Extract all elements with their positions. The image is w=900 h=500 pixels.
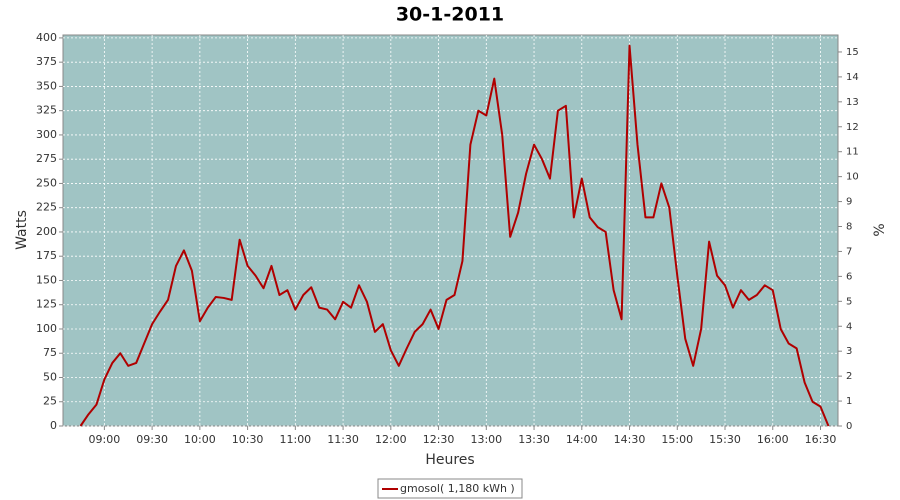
x-tick-label: 12:30 <box>423 433 455 446</box>
y-tick-label: 75 <box>43 346 57 359</box>
x-tick-label: 12:00 <box>375 433 407 446</box>
y-tick-label: 375 <box>36 55 57 68</box>
y-tick-label: 0 <box>50 419 57 432</box>
x-tick-label: 09:00 <box>89 433 121 446</box>
x-tick-label: 09:30 <box>136 433 168 446</box>
y-tick-label: 275 <box>36 152 57 165</box>
y2-tick-label: 12 <box>846 122 859 133</box>
y-tick-label: 225 <box>36 201 57 214</box>
legend-box <box>377 478 523 499</box>
x-tick-label: 14:30 <box>614 433 646 446</box>
x-tick-label: 11:00 <box>279 433 311 446</box>
y2-tick-label: 10 <box>846 172 859 183</box>
y-tick-label: 150 <box>36 273 57 286</box>
y2-tick-label: 4 <box>846 321 852 332</box>
y2-tick-label: 14 <box>846 72 859 83</box>
y2-tick-label: 8 <box>846 222 852 233</box>
x-tick-label: 16:30 <box>805 433 837 446</box>
y-tick-label: 175 <box>36 249 57 262</box>
y2-tick-label: 6 <box>846 271 852 282</box>
legend-label: gmosol( 1,180 kWh ) <box>400 482 515 495</box>
y2-tick-label: 9 <box>846 197 852 208</box>
y-tick-label: 25 <box>43 395 57 408</box>
chart-title: 30-1-2011 <box>396 4 504 26</box>
y2-tick-label: 5 <box>846 296 852 307</box>
x-axis-label: Heures <box>425 452 474 468</box>
y-tick-label: 100 <box>36 322 57 335</box>
x-tick-label: 10:00 <box>184 433 216 446</box>
x-tick-label: 15:00 <box>661 433 693 446</box>
x-tick-label: 11:30 <box>327 433 359 446</box>
x-tick-label: 15:30 <box>709 433 741 446</box>
y-tick-label: 125 <box>36 298 57 311</box>
x-tick-label: 13:30 <box>518 433 550 446</box>
x-tick-label: 14:00 <box>566 433 598 446</box>
series-line <box>79 44 830 427</box>
x-tick-label: 16:00 <box>757 433 789 446</box>
y-tick-label: 300 <box>36 128 57 141</box>
y-tick-label: 325 <box>36 104 57 117</box>
y2-axis-label: % <box>872 223 888 236</box>
y-tick-label: 350 <box>36 79 57 92</box>
y2-tick-label: 1 <box>846 396 852 407</box>
y-tick-label: 250 <box>36 176 57 189</box>
y2-tick-label: 15 <box>846 47 859 58</box>
y-tick-label: 50 <box>43 370 57 383</box>
x-tick-label: 10:30 <box>232 433 264 446</box>
y-tick-label: 200 <box>36 225 57 238</box>
y2-tick-label: 0 <box>846 421 852 432</box>
y-axis-label: Watts <box>14 210 30 250</box>
x-tick-label: 13:00 <box>470 433 502 446</box>
y2-tick-label: 7 <box>846 246 852 257</box>
y2-tick-label: 11 <box>846 147 859 158</box>
y-tick-label: 400 <box>36 31 57 44</box>
y2-tick-label: 3 <box>846 346 852 357</box>
y2-tick-label: 13 <box>846 97 859 108</box>
plot-area <box>62 34 839 427</box>
y2-tick-label: 2 <box>846 371 852 382</box>
